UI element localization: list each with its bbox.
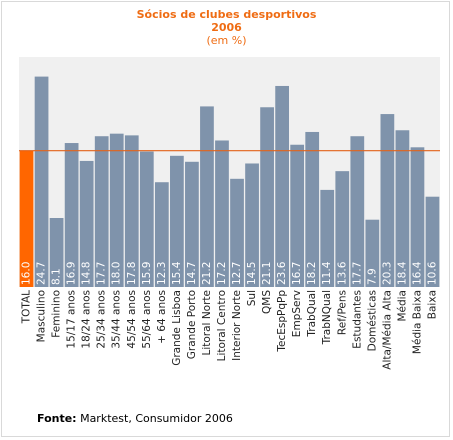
category-label: + 64 anos <box>156 290 168 344</box>
bar <box>215 140 229 287</box>
value-label: 16.4 <box>411 261 423 285</box>
bar <box>34 76 49 287</box>
chart-year: 2006 <box>211 21 242 34</box>
value-label: 12.3 <box>156 262 168 285</box>
bar <box>139 151 154 287</box>
value-label: 20.3 <box>381 262 393 285</box>
value-label: 7.9 <box>366 268 378 285</box>
value-label: 21.2 <box>201 262 213 285</box>
bar <box>185 161 199 287</box>
value-label: 16.9 <box>66 262 78 285</box>
category-label: Sul <box>246 290 258 306</box>
category-label: Grande Lisboa <box>171 290 183 366</box>
bar <box>395 130 410 287</box>
bar <box>380 114 395 287</box>
source-text: Marktest, Consumidor 2006 <box>76 412 233 425</box>
category-label: Média Baixa <box>411 290 423 354</box>
category-label: 18/24 anos <box>81 290 93 349</box>
category-label: Litoral Centro <box>216 290 228 361</box>
category-label: Interior Norte <box>231 290 243 361</box>
chart-title-block: Sócios de clubes desportivos 2006 (em %) <box>0 8 453 47</box>
value-label: 8.1 <box>51 268 63 285</box>
value-label: 15.4 <box>171 261 183 285</box>
value-label: 18.2 <box>306 262 318 285</box>
value-label: 12.7 <box>231 262 243 285</box>
bar <box>320 189 335 287</box>
value-label: 14.8 <box>81 262 93 285</box>
value-label: 21.1 <box>261 262 273 285</box>
bar <box>79 160 94 287</box>
category-label: Litoral Norte <box>201 290 213 356</box>
value-label: 24.7 <box>36 262 48 285</box>
category-label: TrabNQual <box>321 290 333 345</box>
bar <box>64 143 79 287</box>
bar <box>350 136 365 287</box>
value-label: 17.8 <box>126 262 138 285</box>
category-label: Masculino <box>36 290 48 342</box>
bar <box>109 133 124 287</box>
category-label: 55/64 anos <box>141 290 153 349</box>
category-label: 25/34 anos <box>96 290 108 349</box>
category-label: 45/54 anos <box>126 290 138 349</box>
value-label: 10.6 <box>426 261 438 285</box>
category-label: Média <box>396 290 408 322</box>
bar <box>200 106 214 287</box>
bar <box>260 107 274 287</box>
value-label: 17.7 <box>351 262 363 285</box>
bar <box>410 147 425 287</box>
value-label: 16.0 <box>21 262 33 285</box>
value-label: 18.0 <box>111 262 123 285</box>
category-label: Estudantes <box>351 290 363 349</box>
bar <box>154 182 169 287</box>
chart-title: Sócios de clubes desportivos <box>136 8 317 21</box>
category-label: Grande Porto <box>186 290 198 359</box>
chart-subtitle: (em %) <box>206 34 247 47</box>
bar <box>275 85 289 288</box>
bar <box>49 218 64 287</box>
value-label: 13.6 <box>336 261 348 285</box>
bar <box>290 144 305 287</box>
bar <box>170 155 184 287</box>
category-label: 15/17 anos <box>66 290 78 349</box>
bar <box>245 163 259 287</box>
category-label: QMS <box>261 290 273 314</box>
category-label: Ref/Pens <box>336 290 348 335</box>
bar <box>124 135 139 287</box>
bar <box>94 136 109 287</box>
category-label: Domésticas <box>366 290 378 351</box>
value-label: 17.7 <box>96 262 108 285</box>
bar <box>425 196 440 287</box>
source-note: Fonte: Marktest, Consumidor 2006 <box>37 412 233 425</box>
category-label: TrabQual <box>306 290 318 338</box>
value-label: 15.9 <box>141 262 153 285</box>
value-label: 18.4 <box>396 261 408 285</box>
category-label: EmpServ <box>291 290 303 337</box>
bar <box>305 131 320 287</box>
bar <box>335 171 350 287</box>
value-label: 14.7 <box>186 262 198 285</box>
value-label: 23.6 <box>276 261 288 285</box>
source-label: Fonte: <box>37 412 77 425</box>
bar <box>230 178 244 287</box>
category-label: Baixa <box>426 290 438 319</box>
category-label: 35/44 anos <box>111 290 123 349</box>
value-label: 17.2 <box>216 262 228 285</box>
value-label: 11.4 <box>321 261 333 285</box>
value-label: 14.5 <box>246 262 258 285</box>
value-label: 16.7 <box>291 262 303 285</box>
category-label: TecEspPqPp <box>276 290 288 353</box>
category-label: Feminino <box>51 290 63 338</box>
bar-total <box>19 150 34 287</box>
category-label: Alta/Média Alta <box>381 290 393 370</box>
category-label: TOTAL <box>21 290 33 324</box>
bar <box>365 219 380 287</box>
